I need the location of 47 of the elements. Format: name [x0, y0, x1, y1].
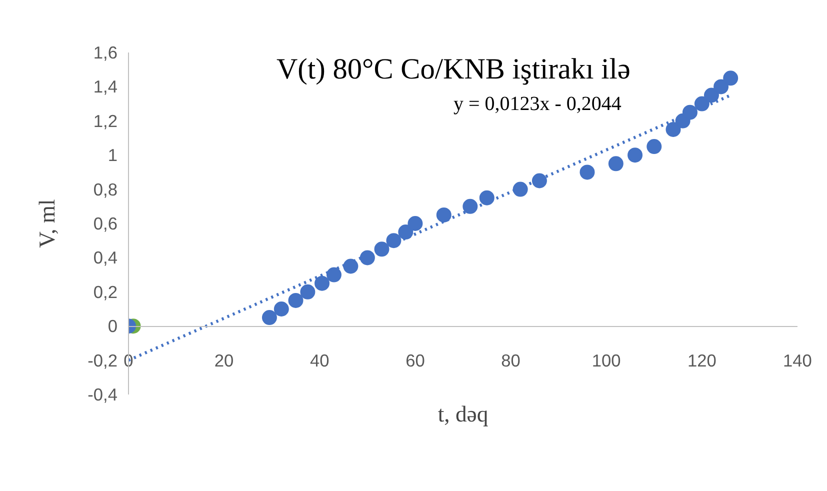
point [462, 198, 478, 214]
x-tick-label: 40 [310, 350, 330, 370]
y-tick-label: 1,6 [93, 42, 118, 62]
y-tick-label: 0 [108, 316, 118, 336]
point [360, 250, 375, 266]
y-tick-label: 1,4 [93, 76, 118, 97]
y-tick-label: 0,4 [93, 248, 118, 268]
point [646, 139, 662, 154]
x-tick-label: 60 [406, 350, 425, 370]
point [628, 148, 643, 163]
y-axis-title: V, ml [34, 199, 60, 248]
point [274, 302, 289, 316]
point [714, 79, 729, 94]
x-tick-label: 20 [214, 350, 234, 370]
y-tick-label: -0,2 [88, 350, 118, 370]
point [723, 70, 738, 86]
point [386, 233, 402, 248]
point [512, 182, 528, 197]
x-tick-label: 120 [687, 350, 716, 370]
x-axis-title: t, dəq [438, 402, 488, 426]
point [666, 122, 681, 137]
point [682, 104, 698, 120]
point [704, 88, 719, 103]
y-tick-label: 1 [108, 145, 118, 166]
x-tick-label: 140 [783, 350, 812, 370]
point [314, 276, 330, 291]
point [262, 310, 277, 326]
x-tick-label: 0 [124, 350, 134, 370]
annotation: y = 0,0123x - 0,2044 [453, 92, 622, 115]
chart-title: V(t) 80°C Co/KNB iştirakı ilə [276, 54, 630, 86]
point [288, 292, 304, 308]
point [479, 190, 494, 206]
y-tick-label: 0,6 [93, 214, 118, 234]
point [608, 156, 624, 172]
y-tick-label: 0,8 [93, 179, 118, 200]
point [580, 164, 595, 180]
point [343, 258, 358, 274]
y-tick-label: -0,4 [88, 384, 118, 404]
y-tick-label: 1,2 [93, 110, 118, 131]
point [436, 207, 452, 222]
point [408, 216, 423, 231]
point [326, 267, 342, 282]
x-tick-label: 80 [501, 350, 520, 370]
x-tick-label: 100 [592, 350, 621, 370]
y-tick-label: 0,2 [93, 282, 118, 302]
point [532, 173, 547, 188]
point [300, 284, 316, 300]
